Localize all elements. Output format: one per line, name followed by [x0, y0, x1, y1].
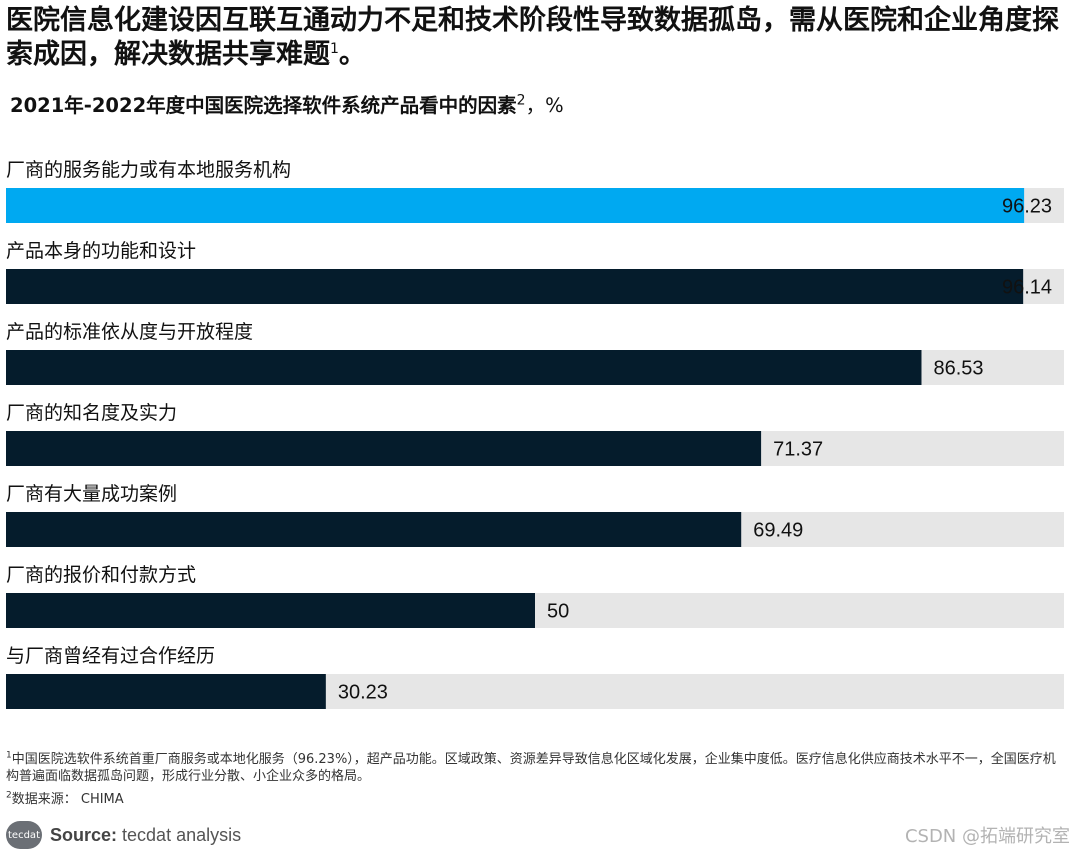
chart-title-note-ref: 2	[516, 92, 526, 109]
bar	[6, 674, 326, 709]
footnotes: 1中国医院选软件系统首重厂商服务或本地化服务（96.23%），超产品功能。区域政…	[6, 751, 1068, 808]
headline-note-ref: 1	[330, 41, 339, 57]
chart-unit: ，%	[525, 94, 564, 117]
category-label: 厂商的报价和付款方式	[6, 564, 196, 586]
tecdat-logo: tecdat	[6, 821, 42, 849]
bar-chart: 厂商的服务能力或有本地服务机构 96.23 产品本身的功能和设计 96.14 产品的标准…	[6, 159, 1064, 709]
value-label: 30.23	[338, 682, 388, 704]
watermark: CSDN @拓端研究室	[904, 826, 1070, 847]
source-name: tecdat analysis	[117, 824, 242, 845]
headline-end-punct: 。	[338, 39, 366, 70]
category-label: 厂商的知名度及实力	[6, 402, 177, 424]
bar	[6, 512, 742, 547]
category-label: 厂商的服务能力或有本地服务机构	[6, 159, 291, 181]
source-text: Source: tecdat analysis	[50, 825, 241, 846]
footnote-1-text: 中国医院选软件系统首重厂商服务或本地化服务（96.23%），超产品功能。区域政策…	[6, 752, 1056, 784]
bar	[6, 431, 762, 466]
value-label: 96.23	[1002, 196, 1052, 218]
bar	[6, 350, 922, 385]
footnote-2: 2数据来源： CHIMA	[6, 791, 1068, 808]
source-prefix: Source:	[50, 824, 118, 845]
category-label: 厂商有大量成功案例	[6, 483, 177, 505]
headline: 医院信息化建设因互联互通动力不足和技术阶段性导致数据孤岛，需从医院和企业角度探索…	[6, 4, 1074, 72]
bar	[6, 188, 1025, 223]
footnote-1-ref: 1	[6, 750, 12, 761]
chart-title-text: 2021年-2022年度中国医院选择软件系统产品看中的因素	[10, 94, 517, 117]
bar	[6, 269, 1024, 304]
value-label: 71.37	[773, 439, 823, 461]
value-label: 50	[547, 601, 569, 623]
footnote-2-text: 数据来源： CHIMA	[11, 792, 124, 807]
footnote-2-ref: 2	[6, 790, 12, 801]
category-label: 产品的标准依从度与开放程度	[6, 321, 253, 343]
source-line: tecdat Source: tecdat analysis	[6, 820, 241, 850]
chart-title: 2021年-2022年度中国医院选择软件系统产品看中的因素2，%	[10, 93, 564, 119]
footnote-1: 1中国医院选软件系统首重厂商服务或本地化服务（96.23%），超产品功能。区域政…	[6, 751, 1068, 785]
headline-text: 医院信息化建设因互联互通动力不足和技术阶段性导致数据孤岛，需从医院和企业角度探索…	[6, 5, 1059, 70]
bar	[6, 593, 535, 628]
value-label: 86.53	[933, 358, 983, 380]
category-label: 与厂商曾经有过合作经历	[6, 645, 215, 667]
value-label: 96.14	[1002, 277, 1052, 299]
value-label: 69.49	[753, 520, 803, 542]
category-label: 产品本身的功能和设计	[6, 240, 196, 262]
